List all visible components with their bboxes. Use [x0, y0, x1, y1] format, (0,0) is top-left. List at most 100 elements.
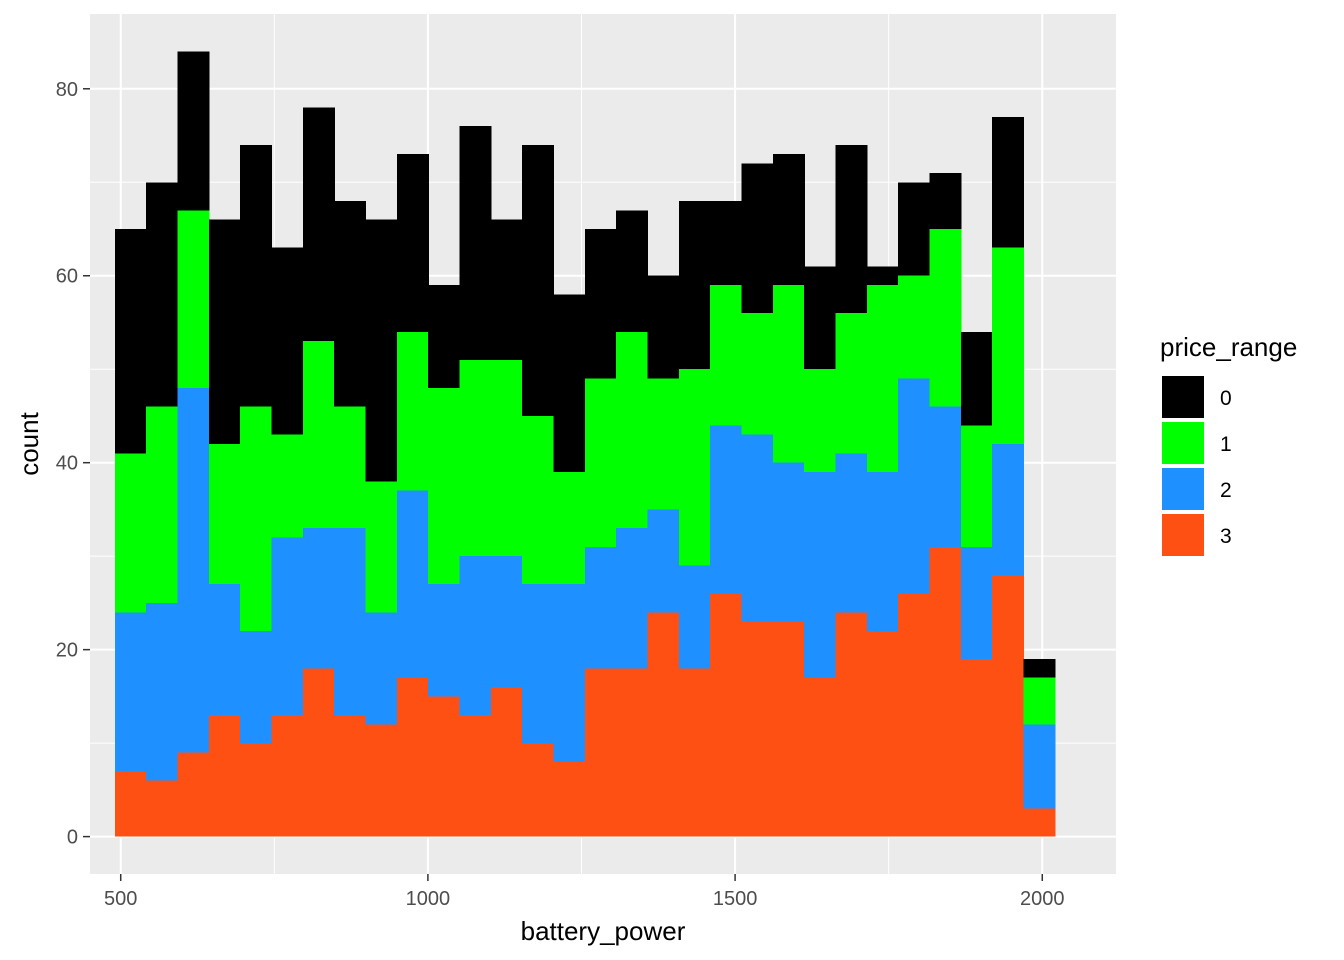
bar-segment-price-range-0	[114, 229, 147, 454]
bar-segment-price-range-3	[522, 743, 555, 837]
legend-title: price_range	[1160, 332, 1297, 362]
bar-segment-price-range-3	[678, 668, 711, 837]
bar-segment-price-range-3	[835, 612, 868, 837]
bar-segment-price-range-1	[835, 313, 868, 454]
bar-segment-price-range-1	[678, 369, 711, 566]
bar-segment-price-range-0	[365, 219, 398, 482]
bar-segment-price-range-0	[240, 144, 273, 407]
bar-segment-price-range-1	[553, 472, 586, 585]
bar-segment-price-range-2	[396, 490, 429, 678]
bar-segment-price-range-2	[992, 444, 1025, 575]
bar-segment-price-range-2	[177, 387, 210, 753]
bar-segment-price-range-3	[208, 715, 241, 837]
bar-segment-price-range-2	[835, 453, 868, 613]
bar-segment-price-range-2	[365, 612, 398, 725]
bar-segment-price-range-1	[240, 406, 273, 631]
x-tick-label: 1500	[713, 888, 758, 910]
bar-segment-price-range-0	[428, 285, 461, 388]
y-tick-label: 60	[56, 266, 78, 288]
bar-segment-price-range-2	[710, 425, 743, 594]
bar-segment-price-range-0	[490, 219, 523, 360]
legend-items: 0 1 2 3	[1162, 376, 1232, 556]
bar-segment-price-range-2	[584, 546, 617, 669]
y-axis: 0 20 40 60 80	[56, 79, 90, 849]
bar-segment-price-range-3	[929, 546, 962, 837]
bar-segment-price-range-3	[146, 780, 179, 837]
legend-label-1: 1	[1220, 433, 1232, 456]
bar-segment-price-range-1	[302, 341, 335, 529]
bar-segment-price-range-3	[741, 621, 774, 837]
legend-key-1	[1162, 422, 1204, 464]
bar-segment-price-range-3	[616, 668, 649, 837]
bar-segment-price-range-2	[208, 584, 241, 716]
bar-segment-price-range-0	[146, 182, 179, 407]
bar-segment-price-range-2	[929, 406, 962, 547]
bar-segment-price-range-3	[459, 715, 492, 837]
bar-segment-price-range-2	[772, 462, 805, 622]
bar-segment-price-range-1	[710, 285, 743, 426]
bar-segment-price-range-3	[584, 668, 617, 837]
bar-segment-price-range-3	[1023, 808, 1056, 837]
bar-segment-price-range-0	[710, 200, 743, 286]
bar-segment-price-range-0	[302, 107, 335, 342]
x-tick-label: 500	[104, 888, 137, 910]
bar-segment-price-range-1	[208, 444, 241, 585]
bar-segment-price-range-0	[1023, 659, 1056, 678]
legend: price_range 0 1 2 3	[1160, 332, 1297, 556]
bar-segment-price-range-0	[616, 210, 649, 332]
bar-segment-price-range-1	[428, 387, 461, 585]
bar-segment-price-range-0	[334, 200, 367, 407]
bar-segment-price-range-1	[334, 406, 367, 529]
bar-segment-price-range-0	[929, 172, 962, 229]
bar-segment-price-range-3	[240, 743, 273, 837]
bar-segment-price-range-1	[804, 369, 837, 473]
bar-segment-price-range-3	[553, 761, 586, 837]
bar-segment-price-range-3	[647, 612, 680, 837]
legend-key-0	[1162, 376, 1204, 418]
bar-segment-price-range-3	[898, 593, 931, 837]
bar-segment-price-range-1	[365, 481, 398, 613]
bar-segment-price-range-0	[459, 126, 492, 360]
bar-segment-price-range-1	[616, 331, 649, 529]
y-tick-label: 20	[56, 640, 78, 662]
bar-segment-price-range-0	[271, 247, 304, 435]
bar-segment-price-range-1	[490, 359, 523, 557]
bar-segment-price-range-2	[522, 584, 555, 744]
bar-segment-price-range-0	[208, 219, 241, 444]
bar-segment-price-range-1	[396, 331, 429, 491]
bar-segment-price-range-0	[522, 144, 555, 416]
bar-segment-price-range-3	[114, 771, 147, 837]
bar-segment-price-range-2	[804, 472, 837, 678]
x-tick-label: 2000	[1020, 888, 1065, 910]
bar-segment-price-range-0	[835, 144, 868, 314]
bar-segment-price-range-2	[490, 556, 523, 688]
legend-label-3: 3	[1220, 525, 1232, 548]
bar-segment-price-range-3	[866, 630, 899, 837]
bar-segment-price-range-2	[647, 509, 680, 613]
bar-segment-price-range-2	[302, 528, 335, 669]
bar-segment-price-range-3	[334, 715, 367, 837]
y-tick-label: 0	[67, 827, 78, 849]
bar-segment-price-range-2	[553, 584, 586, 762]
bar-segment-price-range-2	[678, 565, 711, 669]
bar-segment-price-range-3	[271, 715, 304, 837]
bar-segment-price-range-2	[866, 472, 899, 631]
x-axis: 500 1000 1500 2000	[104, 874, 1065, 910]
bar-segment-price-range-1	[1023, 677, 1056, 725]
bar-segment-price-range-1	[772, 285, 805, 463]
bar-segment-price-range-3	[302, 668, 335, 837]
bar-segment-price-range-3	[960, 659, 993, 837]
bar-segment-price-range-3	[992, 574, 1025, 837]
bar-segment-price-range-0	[992, 116, 1025, 248]
bar-segment-price-range-0	[177, 51, 210, 211]
bar-segment-price-range-1	[960, 425, 993, 547]
bar-segment-price-range-0	[584, 229, 617, 379]
bar-segment-price-range-2	[1023, 724, 1056, 809]
bar-segment-price-range-1	[898, 275, 931, 379]
bar-segment-price-range-0	[396, 154, 429, 332]
bar-segment-price-range-0	[898, 182, 931, 276]
bar-segment-price-range-2	[960, 546, 993, 659]
bar-segment-price-range-2	[114, 612, 147, 772]
bar-segment-price-range-0	[960, 331, 993, 426]
bar-segment-price-range-3	[428, 696, 461, 837]
